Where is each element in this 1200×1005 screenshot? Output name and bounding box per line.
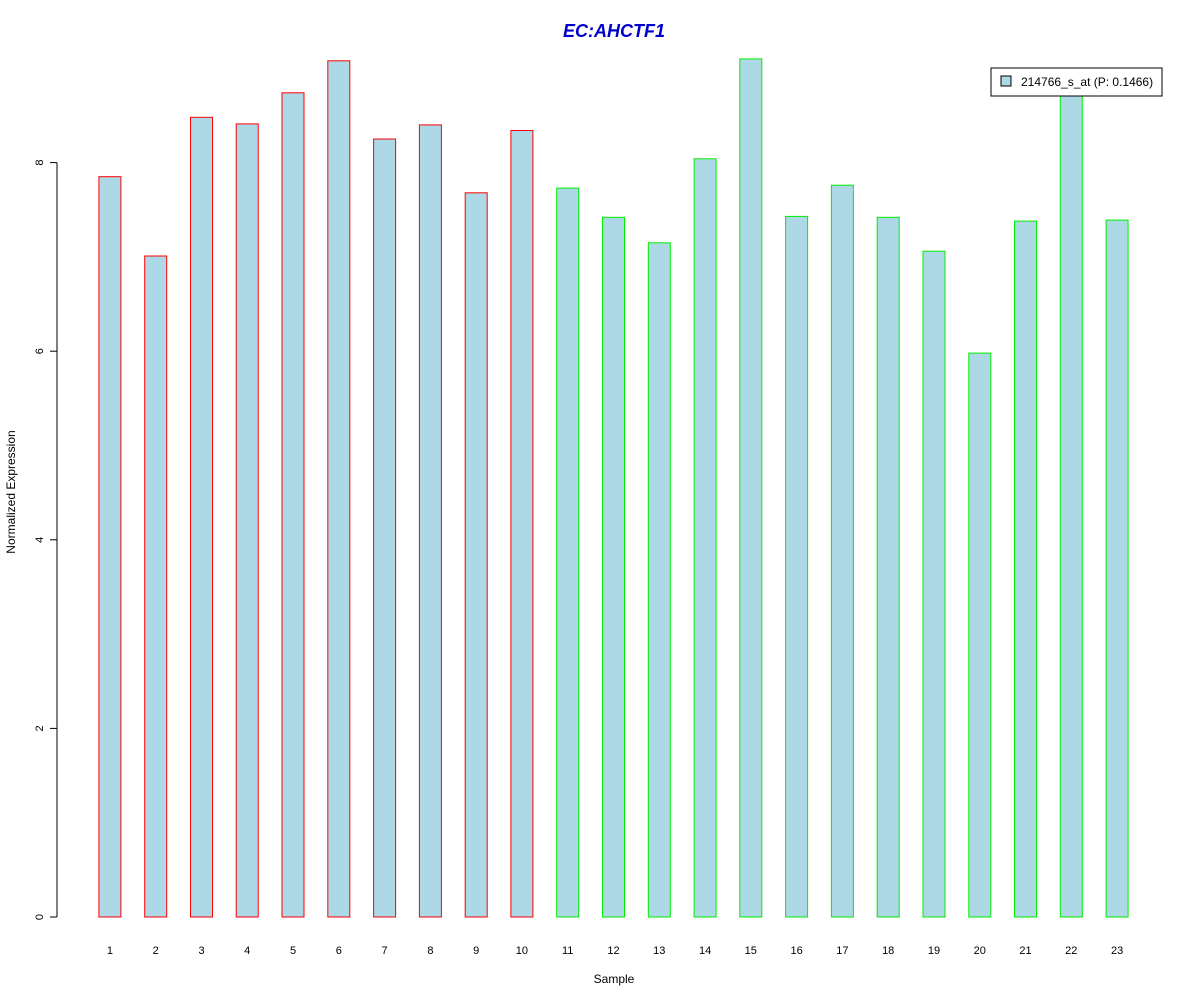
bar-sample-16 [785,215,809,918]
x-tick-label: 11 [562,945,573,957]
bar-sample-14 [693,158,717,918]
bar-sample-21 [1014,220,1037,918]
x-tick-label: 22 [1065,945,1077,957]
x-tick-label: 17 [836,945,848,957]
x-tick-label: 10 [516,945,528,957]
legend-box [990,67,1163,97]
legend: 214766_s_at (P: 0.1466) [990,67,1163,97]
x-tick-label: 23 [1111,945,1123,957]
bar-sample-2 [144,255,168,918]
bars-group [98,58,1129,918]
y-tick-label: 8 [34,160,46,166]
y-axis: 0 2 4 6 8 [34,160,58,920]
bar-sample-7 [373,138,397,918]
x-tick-label: 8 [427,945,433,957]
bar-sample-6 [327,60,351,918]
x-tick-label: 13 [653,945,665,957]
x-tick-label: 9 [473,945,479,957]
bar-sample-20 [968,352,992,918]
chart-title: EC:AHCTF1 [563,21,665,41]
x-tick-label: 21 [1019,945,1031,957]
bar-sample-22 [1059,93,1083,918]
bar-sample-15 [739,58,763,918]
x-tick-label: 1 [107,945,113,957]
legend-swatch [1000,75,1012,87]
x-tick-label: 7 [382,945,388,957]
bar-sample-4 [235,123,259,918]
x-tick-label: 5 [290,945,296,957]
y-tick-label: 0 [34,914,46,920]
y-tick-label: 6 [34,348,46,354]
bar-sample-8 [418,124,442,918]
x-tick-label: 15 [745,945,757,957]
bar-sample-11 [556,187,580,918]
bar-sample-13 [647,242,671,918]
x-tick-label: 6 [336,945,342,957]
x-tick-label: 19 [928,945,940,957]
bar-sample-10 [510,130,534,918]
bar-sample-9 [464,192,488,918]
bar-sample-17 [830,184,854,918]
bar-sample-23 [1105,219,1129,918]
legend-label: 214766_s_at (P: 0.1466) [1021,75,1153,89]
x-axis-label: Sample [594,972,635,986]
x-tick-label: 20 [974,945,986,957]
bar-sample-19 [922,250,946,918]
y-axis-label: Normalized Expression [4,430,18,553]
x-tick-label: 14 [699,945,711,957]
x-tick-label: 18 [882,945,894,957]
bar-sample-1 [98,176,122,918]
x-tick-label: 2 [153,945,159,957]
y-tick-label: 4 [34,537,46,543]
x-tick-label: 3 [198,945,204,957]
x-tick-label: 12 [607,945,619,957]
bar-sample-3 [190,116,213,918]
bar-sample-18 [876,216,900,918]
y-tick-label: 2 [34,725,46,731]
bar-sample-5 [281,92,305,918]
x-tick-labels: 1 2 3 4 5 6 7 8 9 10 11 12 13 14 15 16 17 18 19 20 21 22 23 [107,945,1123,957]
bar-sample-12 [602,216,625,918]
x-tick-label: 16 [790,945,802,957]
x-tick-label: 4 [244,945,250,957]
